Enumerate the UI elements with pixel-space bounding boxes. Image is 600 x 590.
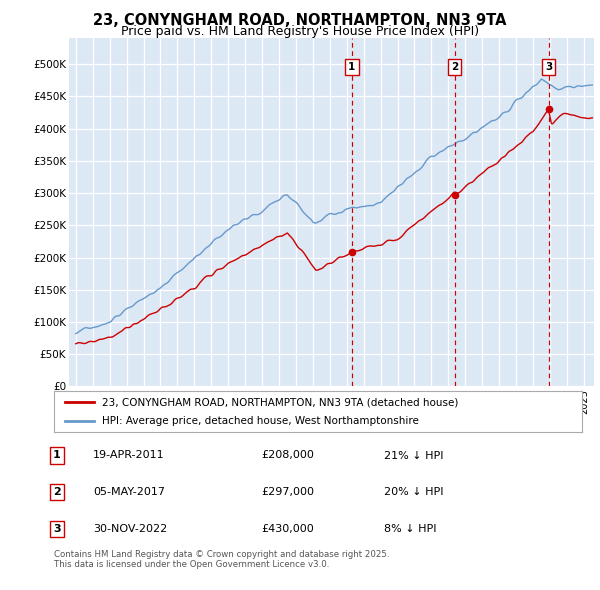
Text: £297,000: £297,000: [261, 487, 314, 497]
Text: 2: 2: [451, 63, 458, 73]
Text: Contains HM Land Registry data © Crown copyright and database right 2025.
This d: Contains HM Land Registry data © Crown c…: [54, 550, 389, 569]
Text: HPI: Average price, detached house, West Northamptonshire: HPI: Average price, detached house, West…: [101, 417, 418, 427]
Text: 3: 3: [53, 524, 61, 533]
Text: 1: 1: [53, 451, 61, 460]
Text: 30-NOV-2022: 30-NOV-2022: [93, 524, 167, 533]
Text: 8% ↓ HPI: 8% ↓ HPI: [384, 524, 437, 533]
Text: 23, CONYNGHAM ROAD, NORTHAMPTON, NN3 9TA: 23, CONYNGHAM ROAD, NORTHAMPTON, NN3 9TA: [93, 13, 507, 28]
Text: 05-MAY-2017: 05-MAY-2017: [93, 487, 165, 497]
Text: 21% ↓ HPI: 21% ↓ HPI: [384, 451, 443, 460]
Text: 2: 2: [53, 487, 61, 497]
Text: Price paid vs. HM Land Registry's House Price Index (HPI): Price paid vs. HM Land Registry's House …: [121, 25, 479, 38]
Text: £208,000: £208,000: [261, 451, 314, 460]
Text: 19-APR-2011: 19-APR-2011: [93, 451, 164, 460]
Text: 1: 1: [348, 63, 355, 73]
Text: 20% ↓ HPI: 20% ↓ HPI: [384, 487, 443, 497]
Text: £430,000: £430,000: [261, 524, 314, 533]
Text: 3: 3: [545, 63, 552, 73]
Text: 23, CONYNGHAM ROAD, NORTHAMPTON, NN3 9TA (detached house): 23, CONYNGHAM ROAD, NORTHAMPTON, NN3 9TA…: [101, 397, 458, 407]
